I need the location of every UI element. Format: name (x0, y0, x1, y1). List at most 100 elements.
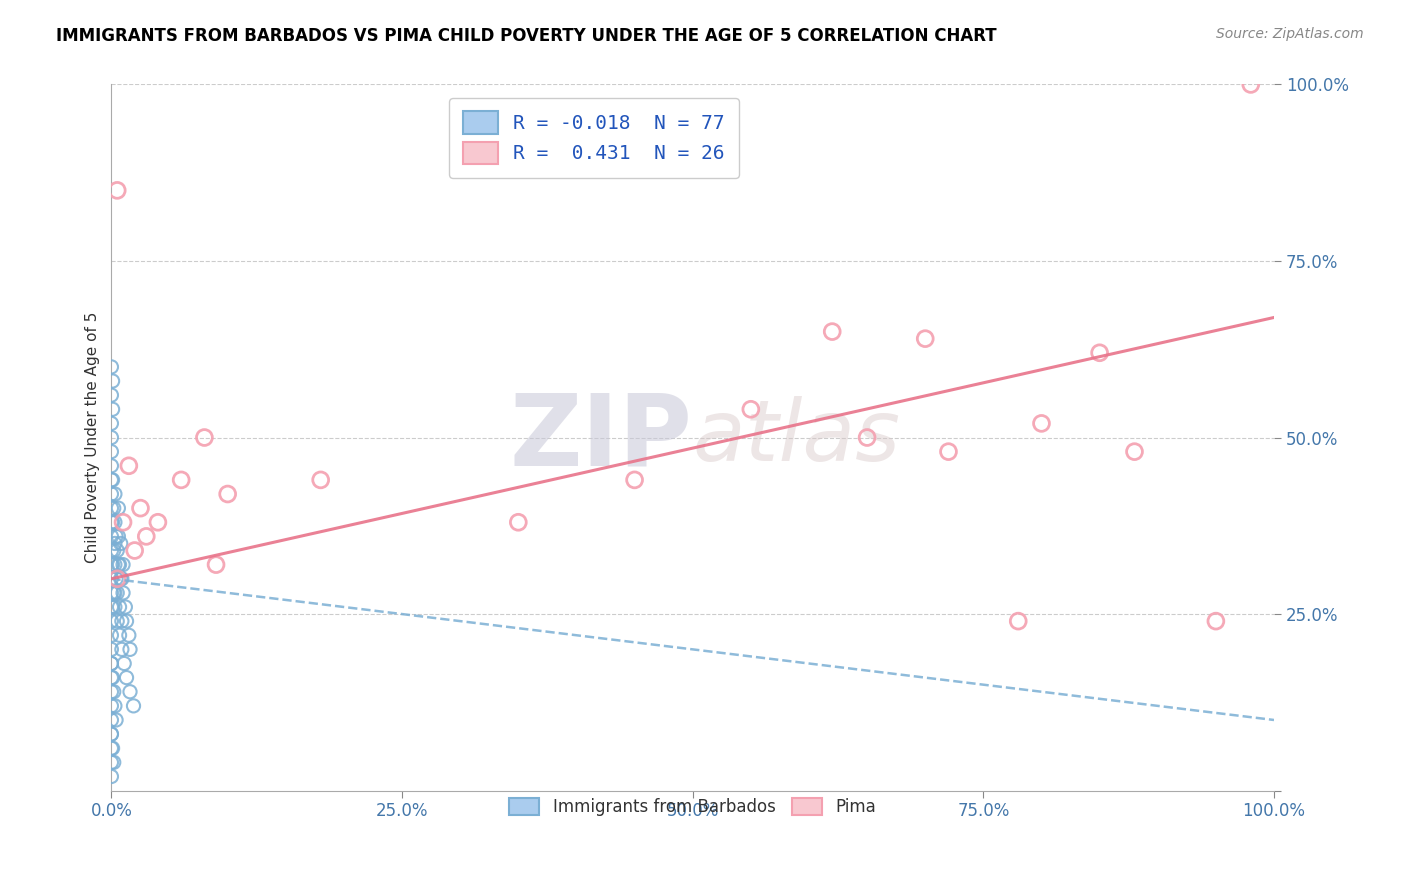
Point (101, 741, 124, 756)
Point (623, 473, 645, 487)
Point (124, 543, 146, 558)
Point (104, 586, 127, 600)
Point (111, 572, 134, 586)
Point (100, 558, 122, 572)
Point (115, 614, 138, 628)
Text: Source: ZipAtlas.com: Source: ZipAtlas.com (1216, 27, 1364, 41)
Point (1031, 417, 1053, 431)
Point (100, 543, 122, 558)
Point (129, 501, 152, 516)
Point (740, 402, 762, 417)
Point (100, 572, 122, 586)
Point (100, 599, 122, 614)
Point (105, 586, 128, 600)
Point (104, 698, 127, 713)
Point (103, 756, 125, 770)
Text: ZIP: ZIP (510, 389, 693, 486)
Point (108, 599, 131, 614)
Text: atlas: atlas (693, 396, 901, 479)
Legend: Immigrants from Barbados, Pima: Immigrants from Barbados, Pima (501, 789, 884, 824)
Point (100, 642, 122, 657)
Point (100, 430, 122, 444)
Point (101, 515, 124, 529)
Text: IMMIGRANTS FROM BARBADOS VS PIMA CHILD POVERTY UNDER THE AGE OF 5 CORRELATION CH: IMMIGRANTS FROM BARBADOS VS PIMA CHILD P… (56, 27, 997, 45)
Point (105, 614, 128, 628)
Point (938, 444, 960, 458)
Point (112, 657, 135, 671)
Point (100, 657, 122, 671)
Point (821, 325, 844, 339)
Point (100, 727, 122, 741)
Point (101, 402, 124, 417)
Point (193, 430, 215, 444)
Point (110, 536, 132, 550)
Point (105, 543, 128, 558)
Y-axis label: Child Poverty Under the Age of 5: Child Poverty Under the Age of 5 (86, 312, 100, 563)
Point (107, 529, 129, 543)
Point (100, 529, 122, 543)
Point (100, 586, 122, 600)
Point (100, 698, 122, 713)
Point (101, 558, 124, 572)
Point (108, 628, 131, 642)
Point (100, 741, 122, 756)
Point (118, 458, 141, 473)
Point (508, 515, 530, 529)
Point (170, 473, 193, 487)
Point (105, 572, 128, 586)
Point (103, 586, 125, 600)
Point (100, 727, 122, 741)
Point (100, 671, 122, 685)
Point (112, 515, 135, 529)
Point (100, 769, 122, 783)
Point (100, 417, 122, 431)
Point (105, 529, 128, 543)
Point (105, 572, 128, 586)
Point (112, 558, 135, 572)
Point (100, 684, 122, 698)
Point (135, 529, 157, 543)
Point (101, 473, 124, 487)
Point (104, 599, 127, 614)
Point (115, 671, 138, 685)
Point (100, 515, 122, 529)
Point (107, 501, 129, 516)
Point (309, 473, 332, 487)
Point (101, 671, 124, 685)
Point (100, 657, 122, 671)
Point (205, 558, 228, 572)
Point (107, 558, 129, 572)
Point (118, 684, 141, 698)
Point (1088, 345, 1111, 359)
Point (103, 684, 125, 698)
Point (100, 487, 122, 501)
Point (101, 599, 124, 614)
Point (1123, 444, 1146, 458)
Point (100, 713, 122, 727)
Point (108, 558, 131, 572)
Point (118, 628, 141, 642)
Point (856, 430, 879, 444)
Point (914, 332, 936, 346)
Point (111, 642, 134, 657)
Point (122, 698, 145, 713)
Point (104, 536, 127, 550)
Point (100, 473, 122, 487)
Point (111, 614, 134, 628)
Point (114, 599, 136, 614)
Point (146, 515, 169, 529)
Point (100, 359, 122, 374)
Point (100, 444, 122, 458)
Point (1007, 614, 1029, 628)
Point (1240, 78, 1263, 92)
Point (105, 713, 128, 727)
Point (100, 501, 122, 516)
Point (110, 572, 132, 586)
Point (104, 487, 127, 501)
Point (100, 756, 122, 770)
Point (100, 388, 122, 402)
Point (100, 628, 122, 642)
Point (112, 586, 135, 600)
Point (1205, 614, 1227, 628)
Point (105, 183, 128, 197)
